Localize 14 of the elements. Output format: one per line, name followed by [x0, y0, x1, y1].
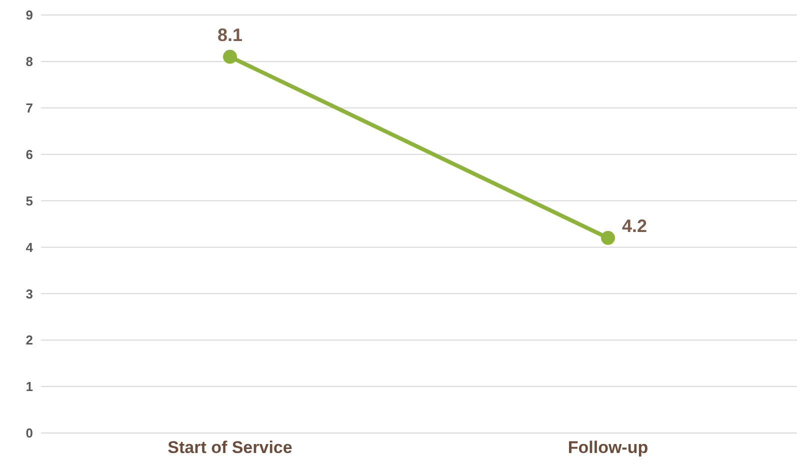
- y-tick-label: 9: [26, 8, 33, 23]
- y-tick-label: 4: [26, 240, 34, 255]
- y-tick-label: 6: [26, 146, 33, 162]
- y-tick-label: 8: [26, 54, 33, 70]
- y-tick-label: 3: [26, 286, 33, 302]
- data-label: 8.1: [217, 24, 243, 45]
- y-tick-label: 1: [26, 379, 33, 394]
- x-tick-label: Start of Service: [168, 438, 292, 458]
- x-tick-label: Follow-up: [568, 438, 648, 458]
- y-tick-label: 0: [26, 426, 33, 441]
- y-tick-label: 5: [26, 193, 33, 208]
- data-label: 4.2: [622, 216, 648, 236]
- y-tick-label: 2: [26, 332, 33, 348]
- y-tick-label: 7: [26, 100, 33, 116]
